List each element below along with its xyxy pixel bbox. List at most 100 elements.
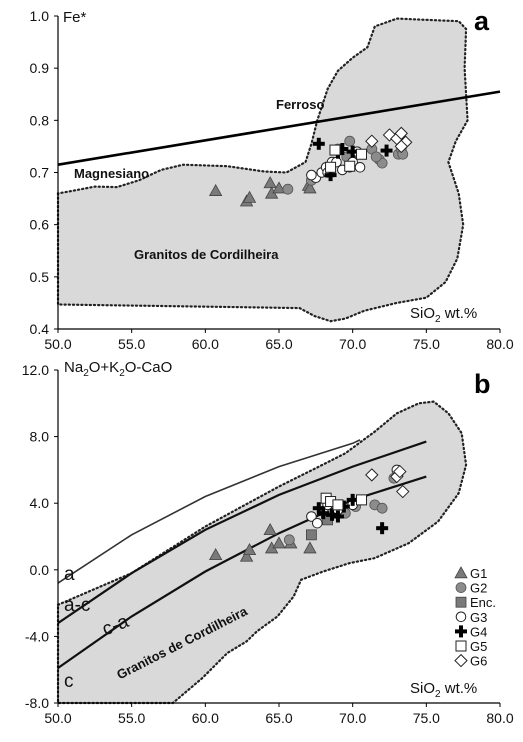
- point-g4: [324, 169, 337, 182]
- point-g2: [455, 582, 467, 593]
- point-g2: [370, 151, 382, 163]
- point-g5: [356, 148, 368, 160]
- curve-label-a: a: [64, 564, 75, 585]
- panel-a-y-tick-label: 1.0: [30, 8, 50, 24]
- point-g6: [454, 653, 468, 668]
- panel-b-x-tick-label: 80.0: [486, 710, 513, 726]
- point-g1: [263, 523, 277, 536]
- point-g4-bar-v: [459, 625, 463, 638]
- panel-b-x-tick-label: 60.0: [192, 710, 219, 726]
- panel-a-x-tick-label: 80.0: [486, 336, 513, 352]
- panel-a-y-tick-label: 0.4: [30, 321, 50, 337]
- point-g6: [396, 484, 410, 499]
- point-g1: [272, 181, 286, 194]
- legend-label: G1: [470, 566, 487, 581]
- point-g4-bar-v: [350, 145, 355, 158]
- panel-b-x-tick-label: 50.0: [44, 710, 71, 726]
- point-g5: [329, 144, 341, 156]
- point-g1: [454, 566, 468, 579]
- panel-a-x-tick-label: 50.0: [44, 336, 71, 352]
- point-g1: [242, 542, 257, 556]
- point-g4-bar-v: [350, 493, 355, 506]
- panel-b-chart: 50.0 55.0 60.0 65.0 70.0 75.0 80.0 -8.0 -4.0 0.0…: [22, 359, 514, 726]
- point-g4-bar-v: [321, 507, 326, 520]
- point-g4: [455, 625, 467, 638]
- panel-a-granite-field: [56, 17, 469, 323]
- point-g4: [317, 507, 330, 520]
- point-g2: [344, 135, 356, 147]
- point-g6: [394, 126, 408, 141]
- panel-a-x-tick-label: 70.0: [339, 336, 366, 352]
- legend-label: G4: [470, 624, 487, 639]
- panel-a-x-tick-label: 65.0: [265, 336, 292, 352]
- panel-a-field-outline: [56, 17, 469, 323]
- panel-b-x-tick-label: 70.0: [339, 710, 366, 726]
- point-g6: [365, 468, 379, 482]
- panel-b-y-label: Na2O+K2O-CaO: [64, 359, 172, 379]
- point-g6: [393, 464, 407, 479]
- legend-item: G4: [455, 624, 487, 639]
- region-label-magnesiano: Magnesiano: [74, 166, 149, 181]
- point-g3: [306, 169, 317, 181]
- point-g1: [239, 549, 254, 562]
- panel-a-x-tick-label: 75.0: [413, 336, 440, 352]
- legend-label: G5: [470, 639, 487, 654]
- point-g4: [346, 493, 359, 506]
- region-label-ferroso: Ferroso: [276, 97, 324, 112]
- panel-a-y-ticks: 0.4 0.5 0.6 0.7 0.8 0.9 1.0: [30, 8, 58, 337]
- panel-b-x-tick-label: 65.0: [265, 710, 292, 726]
- panel-b-field-outline: [56, 400, 468, 705]
- panel-b-points: [208, 464, 410, 562]
- panel-a-lines: [57, 90, 501, 166]
- panel-b-x-tick-label: 55.0: [118, 710, 145, 726]
- panel-a-x-tick-label: 60.0: [192, 336, 219, 352]
- point-g4: [380, 144, 393, 157]
- point-g5: [344, 160, 356, 172]
- point-g4: [376, 522, 389, 535]
- point-g3: [312, 517, 323, 529]
- curve-label-a-c: a-c: [64, 595, 90, 616]
- panel-a-y-label: Fe*: [63, 9, 87, 26]
- region-label-granitos: Granitos de Cordilheira: [134, 247, 279, 262]
- point-g4-bar-v: [328, 169, 333, 182]
- curve-label-c: c: [64, 671, 74, 692]
- point-g5: [332, 499, 344, 511]
- point-g5: [356, 494, 368, 506]
- point-g4-bar-v: [380, 522, 385, 535]
- point-g1: [303, 541, 317, 554]
- panel-b-y-tick-label: 12.0: [22, 362, 49, 378]
- panel-a-points: [208, 126, 413, 207]
- point-g4: [346, 145, 359, 158]
- curve-a: [57, 439, 361, 584]
- panel-a-y-tick-label: 0.5: [30, 269, 50, 285]
- legend-item: Enc.: [455, 595, 496, 610]
- ferroso-magnesiano-boundary: [57, 90, 501, 166]
- panel-b-x-ticks: 50.0 55.0 60.0 65.0 70.0 75.0 80.0: [44, 703, 514, 726]
- point-enc: [306, 529, 317, 541]
- panel-a-y-tick-label: 0.7: [30, 165, 50, 181]
- point-g4: [312, 502, 325, 515]
- point-g1: [208, 547, 223, 561]
- point-g4-bar-v: [340, 143, 345, 156]
- point-g4-bar-v: [335, 510, 340, 523]
- point-g2: [282, 183, 294, 195]
- point-g4-bar-v: [316, 137, 321, 150]
- panel-a-x-ticks: 50.0 55.0 60.0 65.0 70.0 75.0 80.0: [44, 329, 514, 352]
- point-g4-bar-v: [341, 500, 346, 513]
- panel-b-x-tick-label: 75.0: [413, 710, 440, 726]
- point-g1: [263, 176, 277, 189]
- legend-label: G6: [470, 654, 487, 669]
- panel-a-x-label: SiO2 wt.%: [410, 305, 477, 325]
- point-g1: [208, 183, 223, 196]
- legend-label: Enc.: [470, 595, 496, 610]
- point-g4: [312, 137, 325, 150]
- point-g3: [455, 611, 467, 623]
- panel-a-chart: 50.0 55.0 60.0 65.0 70.0 75.0 80.0 0.40.50.60.…: [30, 6, 514, 352]
- point-g4-bar-v: [384, 144, 389, 157]
- legend-item: G2: [455, 581, 487, 596]
- point-g1: [303, 181, 317, 194]
- panel-a-y-tick-label: 0.6: [30, 217, 50, 233]
- legend-item: G5: [455, 639, 487, 654]
